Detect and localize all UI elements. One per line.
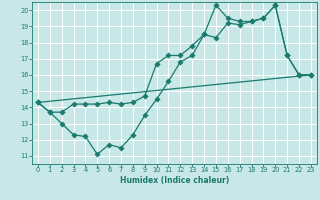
X-axis label: Humidex (Indice chaleur): Humidex (Indice chaleur) <box>120 176 229 185</box>
